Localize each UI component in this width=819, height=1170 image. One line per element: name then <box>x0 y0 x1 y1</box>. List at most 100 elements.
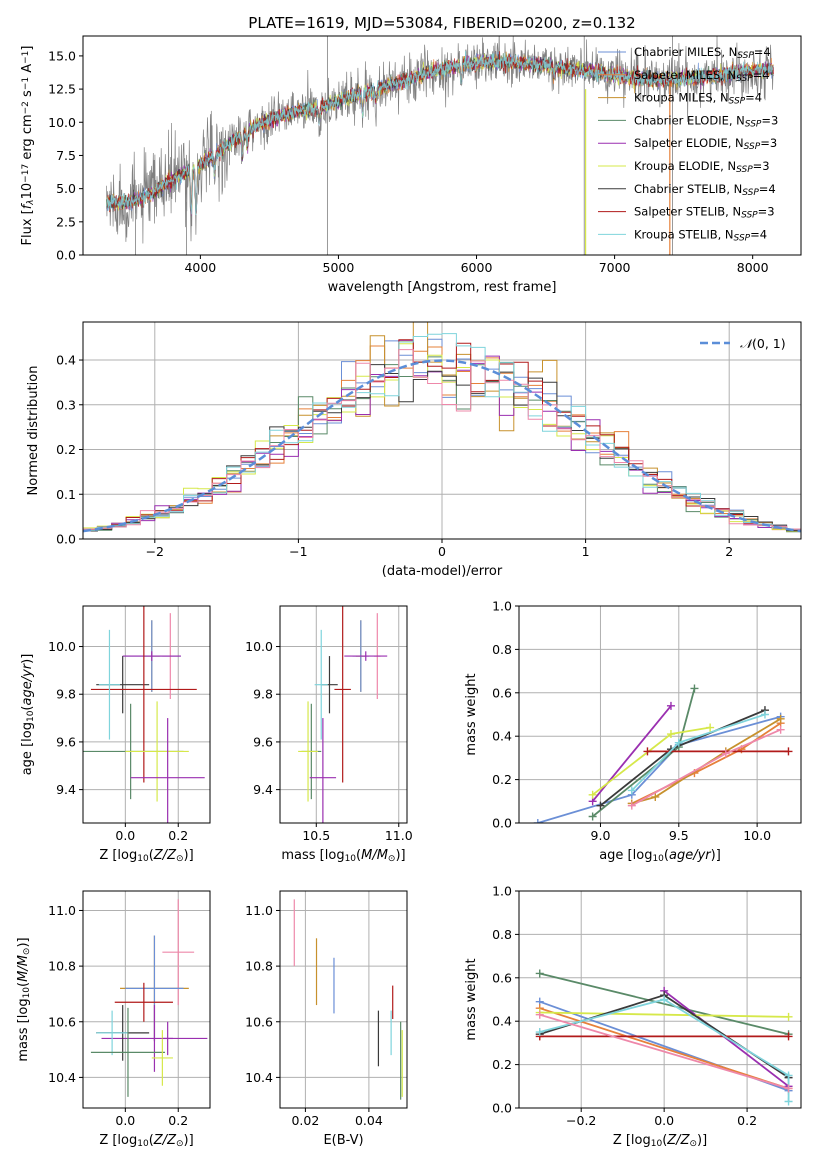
mass-vs-EBV-chart: 0.02 0.04 10.4 10.6 10.8 11.0 E(B-V) <box>245 890 408 1148</box>
tick-label-y: 2.5 <box>56 214 76 229</box>
legend-text: Chabrier ELODIE, N <box>634 113 745 127</box>
legend-entry: Kroupa STELIB, NSSP=4 <box>634 227 767 243</box>
axis-label-x: age [log10(age/yr)] <box>599 848 721 864</box>
age-vs-mass-chart: 10.5 11.0 9.4 9.6 9.8 10.0 mass [log10(M/M⊙)] <box>245 605 413 864</box>
tick-label-y: 10.4 <box>48 1070 76 1085</box>
axis-label-part: ] <box>20 46 35 51</box>
weight-marker <box>535 969 544 978</box>
axis-label-part: 10 <box>345 854 357 864</box>
residuals-chart: −2 −1 0 1 2 0.0 0.1 0.2 0.3 0.4 (data-model)/error… <box>26 321 802 579</box>
axis-label-part: A <box>20 64 35 77</box>
model-spectrum-kroupa-stelib <box>106 50 774 216</box>
tick-label-y: 0.1 <box>56 487 76 502</box>
weight-marker <box>588 790 597 799</box>
axis-label-part: mass [log <box>16 998 31 1061</box>
legend-text: Kroupa STELIB, N <box>634 227 734 241</box>
weight-line-chabrier-elodie <box>539 972 789 1036</box>
axis-label-part: erg cm <box>20 114 35 163</box>
tick-label-y: 10.0 <box>48 639 76 654</box>
axis-label-part: 10 <box>22 987 32 999</box>
weight-line-kroupa-miles <box>631 718 782 805</box>
legend-text: Kroupa MILES, N <box>634 91 729 105</box>
histogram-kroupa-elodie <box>83 343 801 532</box>
tick-label-x: −2 <box>146 544 164 559</box>
axis-label-part: 10 <box>20 183 35 200</box>
axis-label-part: )] <box>697 1133 707 1148</box>
weight-marker <box>596 801 605 810</box>
legend-text: Chabrier STELIB, N <box>634 182 742 196</box>
axis-label-x: wavelength [Angstrom, rest frame] <box>328 280 557 295</box>
tick-label-y: 0.2 <box>492 1057 512 1072</box>
axes-frame <box>82 605 211 824</box>
tick-label-y: 9.6 <box>56 734 76 749</box>
weight-line-pink <box>539 1013 789 1090</box>
axis-label-x: (data-model)/error <box>382 564 503 579</box>
tick-label-y: 9.8 <box>253 687 273 702</box>
axes-frame <box>518 605 802 824</box>
tick-label-x: 8000 <box>737 260 769 275</box>
tick-label-x: 6000 <box>461 260 493 275</box>
tick-label-x: 0.04 <box>355 1113 383 1128</box>
tick-label-y: 10.6 <box>48 1014 76 1029</box>
axis-label-part: mass weight <box>464 673 479 755</box>
axes-frame <box>518 890 802 1109</box>
axis-label-part: 10 <box>137 1139 149 1149</box>
weight-marker <box>706 723 715 732</box>
weight-marker <box>666 730 675 739</box>
axis-label-part: 10 <box>652 854 664 864</box>
mass-vs-Z-chart: 0.0 0.210.410.610.811.0Z [log10(Z/Z⊙)]mas… <box>16 890 211 1149</box>
tick-label-x: −0.2 <box>566 1113 596 1128</box>
axis-label-part: ( <box>16 982 31 987</box>
weight-line-chabrier-miles <box>537 715 781 823</box>
tick-label-x: −1 <box>289 544 307 559</box>
tick-label-x: 0.0 <box>115 1113 135 1128</box>
tick-label-y: 15.0 <box>48 48 76 63</box>
weight-marker <box>721 749 730 758</box>
legend-entry: Chabrier ELODIE, NSSP=3 <box>634 113 778 129</box>
axis-label-part: )] <box>184 848 194 863</box>
weight-marker <box>784 1012 793 1021</box>
tick-label-y: 0.8 <box>492 927 512 942</box>
legend-text: =3 <box>758 205 775 219</box>
axis-label-part: 10 <box>651 1139 663 1149</box>
axis-label-y: mass weight <box>464 673 479 755</box>
weight-marker <box>776 714 785 723</box>
legend-text: =3 <box>760 136 777 150</box>
tick-label-y: 9.4 <box>56 782 76 797</box>
chart-title: PLATE=1619, MJD=53084, FIBERID=0200, z=0… <box>248 14 635 32</box>
axis-label-part: mass weight <box>464 958 479 1040</box>
axis-label-part: −2 <box>21 101 31 114</box>
tick-label-x: 9.5 <box>669 828 689 843</box>
tick-label-y: 0.2 <box>492 772 512 787</box>
tick-label-x: 4000 <box>184 260 216 275</box>
axis-label-part: Z [log <box>613 1133 651 1148</box>
axis-label-x: Z [log10(Z/Z⊙)] <box>99 1133 193 1149</box>
axes-frame <box>279 605 408 824</box>
legend-text: Salpeter ELODIE, N <box>634 136 744 150</box>
legend-text: =4 <box>753 68 770 82</box>
axis-label-x: Z [log10(Z/Z⊙)] <box>99 848 193 864</box>
axis-label-part: ⊙ <box>388 854 396 864</box>
tick-label-x: 5000 <box>323 260 355 275</box>
weight-marker <box>784 1032 793 1041</box>
legend-text: =4 <box>750 227 767 241</box>
tick-label-y: 1.0 <box>492 599 512 614</box>
histogram-salpeter-stelib <box>83 339 801 531</box>
legend-text: Kroupa ELODIE, N <box>634 159 736 173</box>
tick-label-y: 0.6 <box>492 685 512 700</box>
tick-label-x: 0.02 <box>291 1113 319 1128</box>
axis-label-part: Z/Z <box>666 1133 690 1148</box>
axis-label-part: Normed distribution <box>26 366 41 496</box>
axis-label-part: ⊙ <box>22 948 32 956</box>
legend-entry: 𝒩(0, 1) <box>740 336 786 351</box>
axis-label-y: age [log10(age/yr)] <box>20 654 36 776</box>
axis-label-part: age/yr <box>669 848 712 863</box>
legend-sub: SSP <box>736 165 753 175</box>
tick-label-y: 0.0 <box>56 248 76 263</box>
tick-label-y: 10.8 <box>48 959 76 974</box>
axis-label-y: mass weight <box>464 958 479 1040</box>
legend-text: =4 <box>754 45 771 59</box>
legend-entry: Salpeter STELIB, NSSP=3 <box>634 205 775 221</box>
legend-sub: SSP <box>742 188 759 198</box>
